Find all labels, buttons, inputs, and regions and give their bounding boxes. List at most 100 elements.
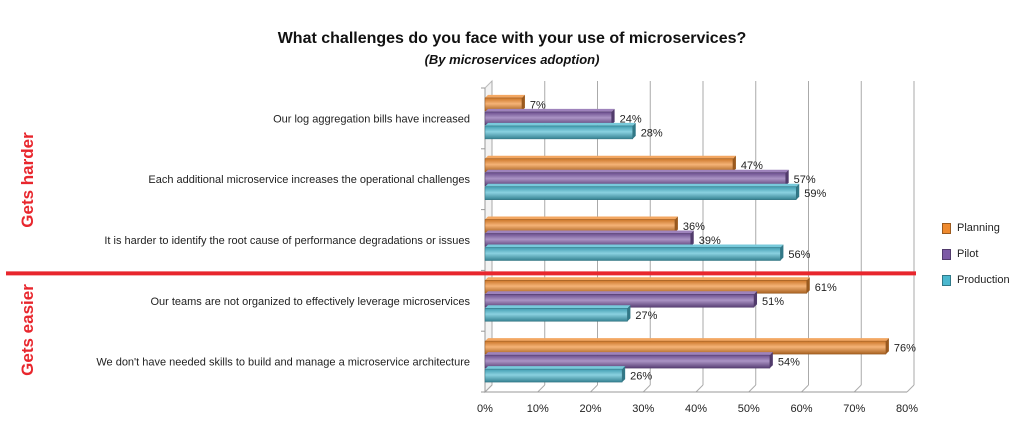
gridline-floor: [853, 384, 862, 393]
x-tick-label: 50%: [738, 403, 760, 415]
gridline-floor: [590, 384, 598, 393]
bar-top: [485, 338, 889, 342]
bar-top: [485, 352, 773, 356]
x-tick-label: 80%: [896, 403, 918, 415]
x-tick-label: 70%: [843, 403, 865, 415]
bar-top: [485, 94, 525, 98]
bar-top: [485, 183, 800, 187]
gridline-floor: [484, 384, 493, 393]
bar-end: [521, 94, 525, 111]
bar-pilot: [484, 169, 789, 186]
legend-swatch-planning: [942, 222, 951, 234]
data-label: 28%: [641, 127, 663, 139]
legend-item-production: Production: [942, 267, 1010, 293]
legend-item-pilot: Pilot: [942, 241, 1010, 267]
gridline-floor: [748, 384, 757, 393]
bar-planning: [484, 155, 736, 172]
category-label: Our teams are not organized to effective…: [150, 296, 470, 308]
gridline-floor: [537, 384, 546, 393]
bar-end: [796, 183, 800, 200]
bar-top: [485, 305, 631, 309]
bar-top: [485, 230, 694, 234]
bar-planning: [484, 338, 889, 355]
category-label: It is harder to identify the root cause …: [104, 235, 470, 247]
chart-title: What challenges do you face with your us…: [277, 30, 747, 47]
bar-end: [732, 155, 736, 172]
bar-end: [780, 244, 784, 261]
data-label: 57%: [794, 174, 816, 186]
data-label: 24%: [620, 113, 642, 125]
legend-label-production: Production: [957, 274, 1010, 286]
data-label: 39%: [699, 235, 721, 247]
bar-face: [484, 368, 623, 383]
bar-production: [484, 366, 626, 383]
bar-end: [627, 305, 631, 322]
bar-end: [754, 291, 758, 308]
data-label: 26%: [630, 371, 652, 383]
legend-swatch-pilot: [942, 248, 951, 260]
bar-top: [485, 277, 810, 281]
x-tick-label: 10%: [527, 403, 549, 415]
bar-pilot: [484, 291, 758, 308]
bar-top: [485, 169, 789, 173]
bar-pilot: [484, 352, 773, 369]
bar-end: [674, 216, 678, 233]
x-tick-label: 40%: [685, 403, 707, 415]
bar-end: [632, 122, 636, 139]
bar-face: [484, 247, 781, 261]
data-label: 76%: [894, 343, 916, 355]
bar-top: [485, 366, 626, 370]
data-label: 7%: [530, 99, 546, 111]
data-label: 47%: [741, 160, 763, 172]
bar-top: [485, 244, 784, 248]
gridline-floor: [695, 384, 704, 393]
x-tick-label: 30%: [632, 403, 654, 415]
bar-end: [622, 366, 626, 383]
bar-end: [690, 230, 694, 247]
bar-production: [484, 122, 636, 140]
legend-label-planning: Planning: [957, 222, 1000, 234]
gridline-floor: [906, 384, 915, 393]
data-label: 61%: [815, 282, 837, 294]
chart-subtitle: (By microservices adoption): [424, 52, 600, 67]
bar-pilot: [484, 108, 615, 126]
data-label: 54%: [778, 357, 800, 369]
bar-face: [484, 125, 633, 140]
bar-production: [484, 183, 800, 200]
bar-face: [484, 308, 628, 322]
bar-planning: [484, 216, 678, 233]
legend-item-planning: Planning: [942, 215, 1010, 241]
x-tick-label: 60%: [790, 403, 812, 415]
bar-end: [806, 277, 810, 294]
category-label: We don't have needed skills to build and…: [96, 357, 470, 369]
x-tick-label: 0%: [477, 403, 493, 415]
bar-face: [484, 186, 797, 200]
bar-end: [885, 338, 889, 355]
bar-top: [485, 108, 615, 112]
bar-planning: [484, 94, 525, 112]
gridline-floor: [642, 384, 651, 393]
bar-top: [485, 216, 678, 220]
gridline-floor: [801, 384, 809, 393]
category-label: Our log aggregation bills have increased: [273, 113, 470, 125]
bar-end: [785, 169, 789, 186]
data-label: 51%: [762, 296, 784, 308]
legend-swatch-production: [942, 274, 951, 286]
bar-pilot: [484, 230, 694, 247]
bar-top: [485, 122, 636, 126]
data-label: 59%: [804, 188, 826, 200]
data-label: 36%: [683, 221, 705, 233]
bar-end: [611, 108, 615, 125]
bar-top: [485, 155, 736, 159]
bar-top: [485, 291, 758, 295]
bar-end: [769, 352, 773, 369]
legend-label-pilot: Pilot: [957, 248, 979, 260]
x-tick-label: 20%: [579, 403, 601, 415]
data-label: 56%: [788, 249, 810, 261]
category-label: Each additional microservice increases t…: [148, 174, 470, 186]
bar-planning: [484, 277, 810, 294]
bar-production: [484, 305, 631, 322]
bar-face: [484, 354, 771, 369]
chart-legend: Planning Pilot Production: [942, 215, 1010, 293]
